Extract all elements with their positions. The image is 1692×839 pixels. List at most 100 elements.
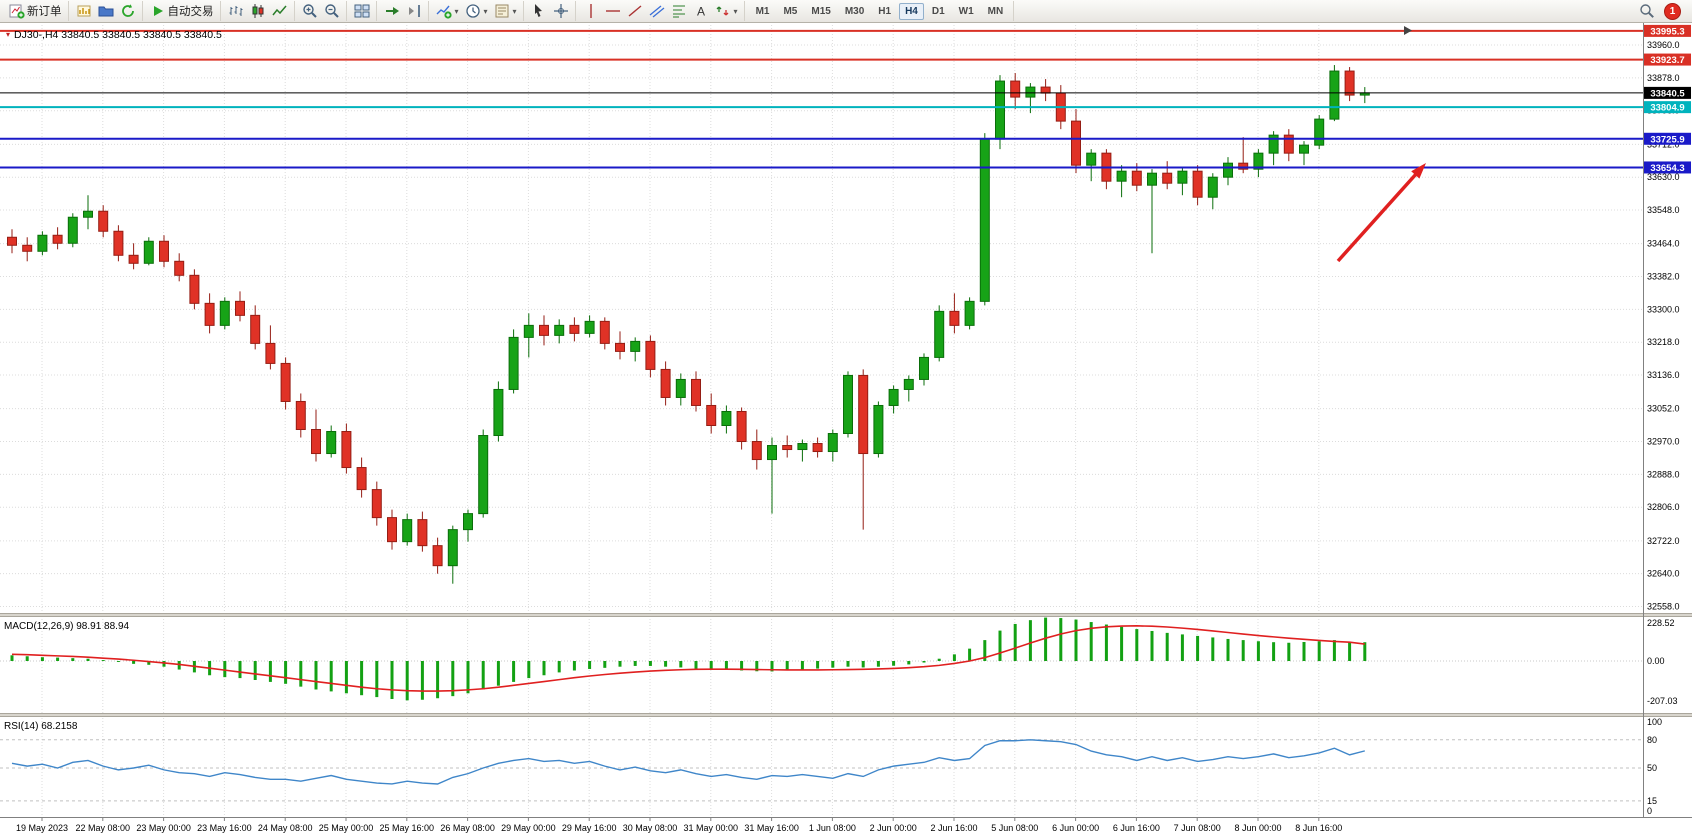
- periods-button[interactable]: ▾: [462, 1, 491, 21]
- timeframe-m1-button[interactable]: M1: [755, 5, 770, 17]
- horizontal-line-button[interactable]: [602, 1, 624, 21]
- new-order-button-label: 新订单: [27, 6, 62, 18]
- svg-text:33804.9: 33804.9: [1650, 103, 1684, 114]
- notification-badge[interactable]: 1: [1664, 2, 1681, 20]
- toolbar-group: [222, 1, 295, 21]
- panel-separator[interactable]: [0, 713, 1692, 717]
- candle: [311, 429, 321, 455]
- candle: [615, 342, 625, 352]
- time-axis-label: 8 Jun 16:00: [1295, 823, 1342, 833]
- candle: [7, 236, 17, 246]
- text-button[interactable]: A: [690, 1, 712, 21]
- crosshair-button[interactable]: [550, 1, 572, 21]
- rsi-label: RSI(14) 68.2158: [4, 721, 78, 732]
- candle: [37, 234, 48, 252]
- candle: [554, 324, 565, 336]
- macd-axis-label: 0.00: [1647, 656, 1665, 666]
- autotrading-button[interactable]: 自动交易: [147, 1, 217, 21]
- price-tick-label: 32558.0: [1647, 602, 1680, 612]
- candle: [782, 445, 793, 451]
- price-tick-label: 32640.0: [1647, 569, 1680, 579]
- symbol-dropdown-icon[interactable]: ▾: [6, 30, 11, 39]
- price-tick-label: 33136.0: [1647, 370, 1680, 380]
- timeframe-w1-button[interactable]: W1: [958, 5, 974, 17]
- zoom-out-button[interactable]: [321, 1, 343, 21]
- candle: [174, 260, 185, 276]
- periods-icon: [465, 3, 481, 19]
- time-axis-label: 30 May 08:00: [623, 823, 678, 833]
- candle: [493, 388, 504, 437]
- templates-button[interactable]: ▾: [491, 1, 520, 21]
- toolbar-group: [70, 1, 143, 21]
- trend-arrow[interactable]: [1336, 171, 1419, 263]
- indicators-button[interactable]: ▾: [433, 1, 462, 21]
- fibonacci-button[interactable]: [668, 1, 690, 21]
- trendline-button[interactable]: [624, 1, 646, 21]
- toolbar-group: 自动交易: [144, 1, 221, 21]
- candlestick-chart-icon: [250, 3, 266, 19]
- dropdown-arrow-icon[interactable]: ▾: [454, 6, 459, 16]
- candle: [812, 443, 823, 453]
- chart-shift-marker[interactable]: [1404, 26, 1412, 35]
- dropdown-arrow-icon[interactable]: ▾: [512, 6, 517, 16]
- candle: [128, 254, 139, 264]
- dropdown-arrow-icon[interactable]: ▾: [483, 6, 488, 16]
- candle: [827, 433, 838, 453]
- new-order-button[interactable]: 新订单: [6, 1, 65, 21]
- candle: [341, 431, 352, 469]
- candle: [1268, 134, 1279, 154]
- vertical-line-button[interactable]: [580, 1, 602, 21]
- search-icon[interactable]: [1639, 3, 1655, 19]
- price-tick-label: 33960.0: [1647, 40, 1680, 50]
- panel-separator[interactable]: [0, 613, 1692, 617]
- toolbar-group: ▾ ▾ ▾: [430, 1, 524, 21]
- line-chart-button[interactable]: [269, 1, 291, 21]
- timeframe-mn-button[interactable]: MN: [987, 5, 1004, 17]
- svg-text:33840.5: 33840.5: [1650, 88, 1685, 99]
- candle: [508, 336, 519, 390]
- candle: [1253, 152, 1264, 170]
- auto-refresh-button[interactable]: [117, 1, 139, 21]
- timeframe-h1-button[interactable]: H1: [878, 5, 892, 17]
- candle: [356, 467, 367, 491]
- toolbar-group: 新订单: [3, 1, 69, 21]
- bar-chart-button[interactable]: [225, 1, 247, 21]
- timeframe-m5-button[interactable]: M5: [783, 5, 798, 17]
- price-chart[interactable]: 33960.033878.033796.033712.033630.033548…: [0, 23, 1692, 839]
- chart-profiles-button[interactable]: [95, 1, 117, 21]
- price-tick-label: 33630.0: [1647, 172, 1680, 182]
- timeframe-m15-button[interactable]: M15: [811, 5, 831, 17]
- time-axis-label: 31 May 16:00: [744, 823, 799, 833]
- autotrading-icon: [150, 3, 166, 19]
- candle: [1116, 170, 1127, 182]
- price-tick-label: 32806.0: [1647, 502, 1680, 512]
- candlestick-chart-button[interactable]: [247, 1, 269, 21]
- rsi-axis-label: 0: [1647, 806, 1652, 816]
- channel-button[interactable]: [646, 1, 668, 21]
- chart-shift-button[interactable]: [403, 1, 425, 21]
- vertical-line-icon: [583, 3, 599, 19]
- candle: [706, 404, 717, 427]
- time-axis-label: 19 May 2023: [16, 823, 68, 833]
- candle: [645, 340, 656, 370]
- timeframe-d1-button[interactable]: D1: [931, 5, 945, 17]
- new-chart-button[interactable]: [73, 1, 95, 21]
- candle: [797, 443, 808, 451]
- cursor-button[interactable]: [528, 1, 550, 21]
- candle: [463, 513, 473, 531]
- rsi-axis-label: 50: [1647, 763, 1657, 773]
- timeframe-group: M1 M5 M15 M30 H1 H4 D1 W1 MN: [746, 1, 1015, 21]
- zoom-in-button[interactable]: [299, 1, 321, 21]
- candles: [7, 65, 1370, 584]
- arrows-button[interactable]: ▾: [712, 1, 741, 21]
- dropdown-arrow-icon[interactable]: ▾: [733, 6, 738, 16]
- svg-text:33923.7: 33923.7: [1650, 55, 1684, 66]
- tile-windows-button[interactable]: [351, 1, 373, 21]
- macd-signal-line: [11, 625, 1365, 692]
- auto-scroll-button[interactable]: [381, 1, 403, 21]
- timeframe-h4-button[interactable]: H4: [899, 2, 924, 20]
- candle: [1162, 172, 1173, 184]
- candle: [371, 489, 382, 519]
- timeframe-m30-button[interactable]: M30: [844, 5, 865, 17]
- candle: [691, 378, 701, 406]
